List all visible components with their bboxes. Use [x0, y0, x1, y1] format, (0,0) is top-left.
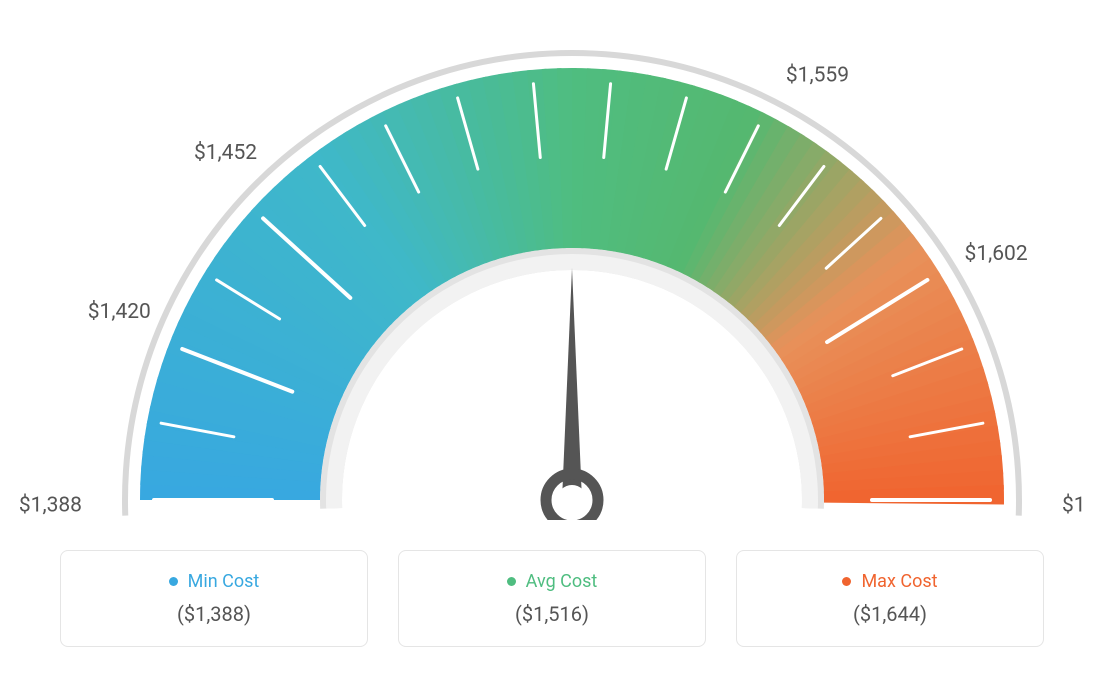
gauge-container: $1,388 $1,420 $1,452 $1,516 $1,559 $1,602 $1,6…: [20, 20, 1084, 520]
gauge-tick-label: $1,420: [88, 300, 151, 324]
max-dot-icon: [842, 577, 851, 586]
max-cost-label: Max Cost: [761, 571, 1019, 592]
avg-cost-label: Avg Cost: [423, 571, 681, 592]
avg-dot-icon: [507, 577, 516, 586]
min-dot-icon: [169, 577, 178, 586]
gauge-tick-label: $1,452: [194, 141, 257, 165]
avg-cost-label-text: Avg Cost: [526, 571, 598, 592]
max-cost-card: Max Cost ($1,644): [736, 550, 1044, 647]
min-cost-card: Min Cost ($1,388): [60, 550, 368, 647]
min-cost-label: Min Cost: [85, 571, 343, 592]
gauge-tick-label: $1,559: [786, 63, 849, 87]
avg-cost-card: Avg Cost ($1,516): [398, 550, 706, 647]
max-cost-label-text: Max Cost: [861, 571, 937, 592]
avg-cost-value: ($1,516): [423, 602, 681, 626]
gauge-tick-label: $1,388: [20, 494, 82, 518]
gauge-tick-label: $1,516: [540, 20, 603, 22]
max-cost-value: ($1,644): [761, 602, 1019, 626]
gauge-chart: $1,388 $1,420 $1,452 $1,516 $1,559 $1,602 $1,6…: [20, 20, 1084, 520]
gauge-tick-label: $1,602: [965, 242, 1028, 266]
min-cost-value: ($1,388): [85, 602, 343, 626]
min-cost-label-text: Min Cost: [188, 571, 260, 592]
gauge-tick-label: $1,644: [1062, 494, 1084, 518]
cost-cards-row: Min Cost ($1,388) Avg Cost ($1,516) Max …: [20, 550, 1084, 647]
